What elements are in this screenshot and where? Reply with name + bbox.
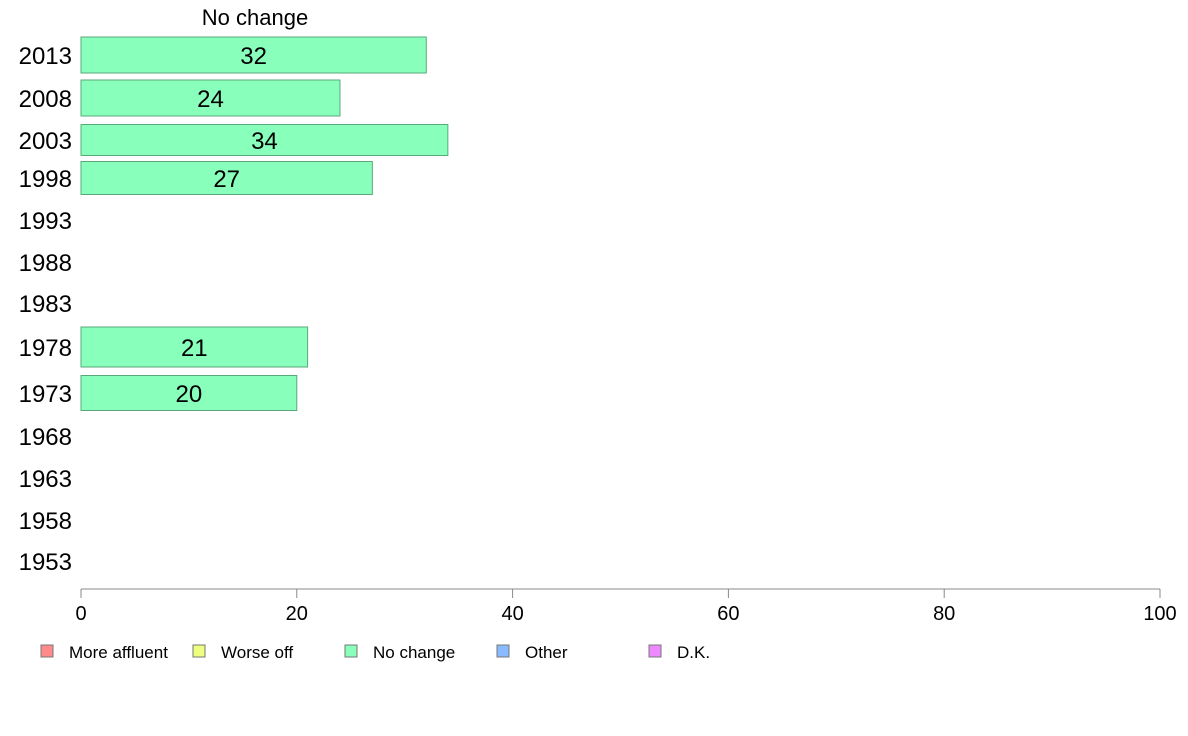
bar-1973 bbox=[80, 375, 298, 411]
x-tick-label-80: 80 bbox=[933, 603, 955, 625]
legend: More affluent Worse off No change Other D.K. bbox=[40, 643, 710, 662]
category-label-2003: 2003 bbox=[19, 128, 72, 155]
x-tick-label-0: 0 bbox=[75, 603, 86, 625]
category-label-1958: 1958 bbox=[19, 508, 72, 535]
category-label-1963: 1963 bbox=[19, 466, 72, 493]
x-tick-label-20: 20 bbox=[286, 603, 308, 625]
category-label-1988: 1988 bbox=[19, 250, 72, 277]
category-label-1973: 1973 bbox=[19, 381, 72, 408]
category-label-1983: 1983 bbox=[19, 291, 72, 318]
x-tick-label-60: 60 bbox=[717, 603, 739, 625]
legend-swatch-other bbox=[496, 644, 510, 658]
legend-label-other: Other bbox=[525, 643, 568, 662]
category-labels: 2013 2008 2003 1998 1993 1988 1983 1978 1973 1968… bbox=[19, 43, 72, 576]
category-label-1968: 1968 bbox=[19, 424, 72, 451]
bar-1978 bbox=[80, 326, 309, 368]
bar-2013 bbox=[80, 36, 427, 74]
bars-group: 32 24 34 27 21 20 bbox=[80, 36, 449, 411]
x-tick-label-100: 100 bbox=[1143, 603, 1176, 625]
legend-label-no-change: No change bbox=[373, 643, 455, 662]
x-tick-label-40: 40 bbox=[501, 603, 523, 625]
category-label-2008: 2008 bbox=[19, 86, 72, 113]
category-label-1998: 1998 bbox=[19, 166, 72, 193]
data-label-2003: 34 bbox=[251, 128, 278, 155]
legend-swatch-more-affluent bbox=[40, 644, 54, 658]
data-label-1978: 21 bbox=[181, 335, 208, 362]
category-label-1993: 1993 bbox=[19, 208, 72, 235]
legend-swatch-no-change bbox=[344, 644, 358, 658]
legend-swatch-d-k bbox=[648, 644, 662, 658]
data-label-2013: 32 bbox=[240, 43, 267, 70]
category-label-1978: 1978 bbox=[19, 335, 72, 362]
data-label-1973: 20 bbox=[176, 381, 203, 408]
data-label-2008: 24 bbox=[197, 86, 224, 113]
legend-label-worse-off: Worse off bbox=[221, 643, 293, 662]
bar-1998 bbox=[80, 161, 373, 195]
category-label-2013: 2013 bbox=[19, 43, 72, 70]
legend-label-more-affluent: More affluent bbox=[69, 643, 168, 662]
bar-2003 bbox=[80, 124, 449, 156]
category-label-1953: 1953 bbox=[19, 549, 72, 576]
legend-label-d-k: D.K. bbox=[677, 643, 710, 662]
bar-2008 bbox=[80, 79, 341, 117]
x-axis: 0 20 40 60 80 100 bbox=[75, 588, 1177, 625]
chart-title: No change bbox=[202, 5, 308, 30]
legend-swatch-worse-off bbox=[192, 644, 206, 658]
data-label-1998: 27 bbox=[213, 166, 240, 193]
